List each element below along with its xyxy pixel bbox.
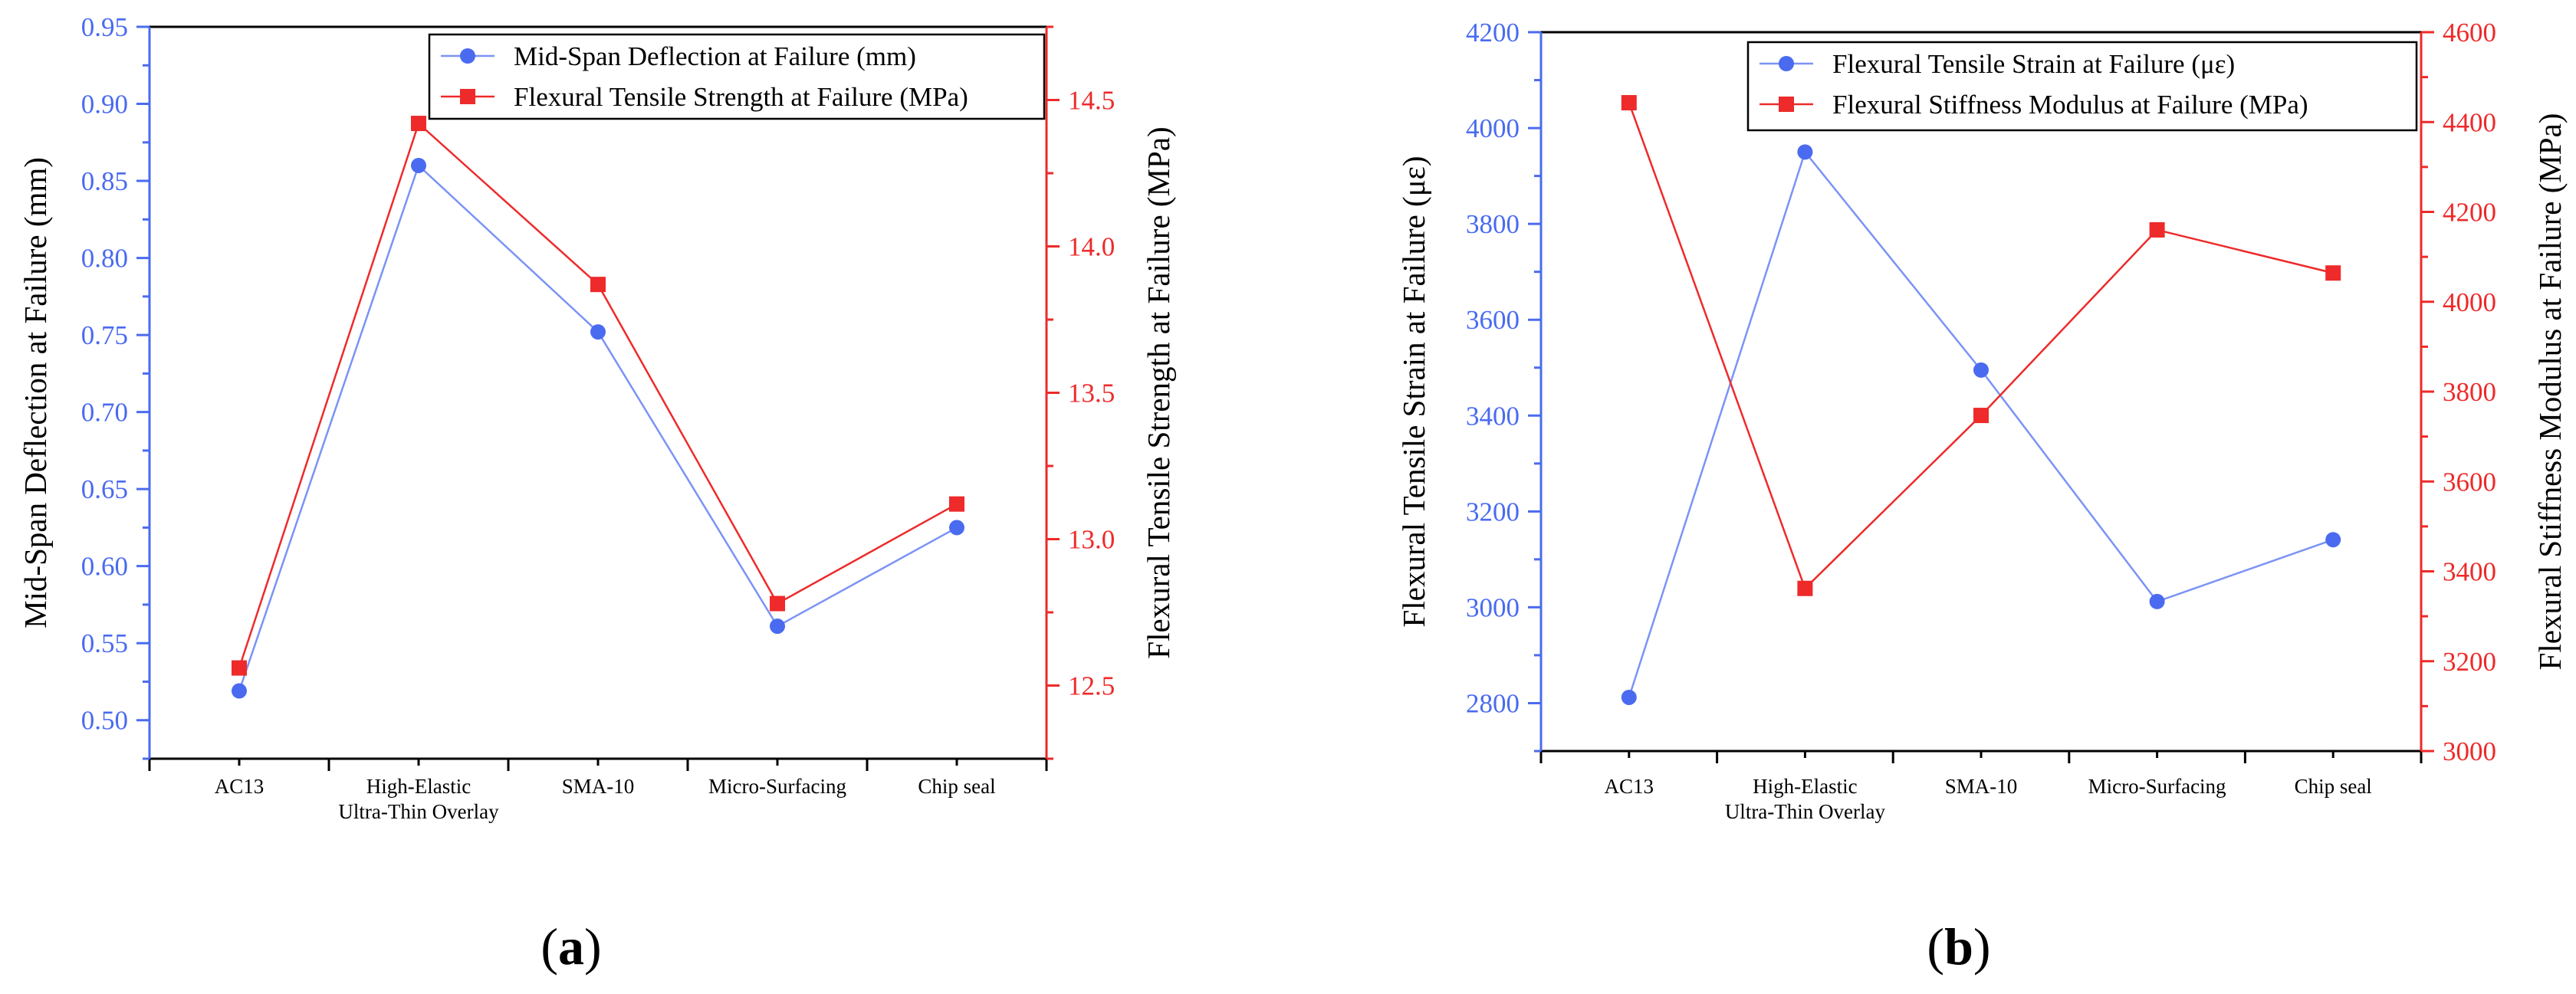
left-y-tick-label: 0.90: [81, 90, 128, 120]
right-y-tick-label: 3800: [2443, 377, 2496, 407]
legend-swatch-square: [1779, 97, 1794, 112]
legend-entry: Flexural Tensile Strain at Failure (με): [1832, 49, 2235, 79]
data-point-square: [232, 660, 247, 676]
left-y-axis-title: Mid-Span Deflection at Failure (mm): [18, 157, 53, 628]
right-y-tick-label: 3600: [2443, 467, 2496, 497]
x-tick-label: Micro-Surfacing: [2088, 775, 2226, 798]
right-y-tick-label: 4400: [2443, 107, 2496, 137]
right-y-tick-label: 4600: [2443, 18, 2496, 48]
legend-swatch-circle: [1779, 56, 1794, 71]
x-tick-label: SMA-10: [1945, 775, 2018, 798]
data-point-square: [2149, 221, 2165, 238]
x-tick-label: Chip seal: [2295, 775, 2372, 798]
right-y-tick-label: 14.5: [1068, 86, 1115, 116]
left-y-tick-label: 0.95: [81, 12, 128, 42]
x-tick-label: AC13: [1605, 775, 1654, 798]
data-point-square: [1797, 580, 1813, 596]
data-point-square: [1973, 408, 1989, 424]
left-y-tick-label: 4200: [1466, 18, 1520, 48]
left-y-tick-label: 0.85: [81, 166, 128, 196]
left-y-tick-label: 3200: [1466, 497, 1520, 527]
right-y-axis-title: Flexural Stiffness Modulus at Failure (M…: [2532, 113, 2568, 671]
right-y-tick-label: 3000: [2443, 736, 2496, 766]
right-y-tick-label: 14.0: [1068, 232, 1115, 262]
data-point-square: [2325, 265, 2341, 281]
data-point-circle: [1797, 144, 1813, 160]
left-y-tick-label: 0.55: [81, 628, 128, 658]
legend-entry: Flexural Tensile Strength at Failure (MP…: [514, 82, 968, 112]
left-y-axis-title: Flexural Tensile Strain at Failure (με): [1396, 156, 1431, 627]
data-point-square: [1621, 95, 1637, 111]
left-y-tick-label: 0.60: [81, 552, 128, 582]
right-y-tick-label: 3400: [2443, 557, 2496, 587]
left-y-tick-label: 4000: [1466, 113, 1520, 143]
x-tick-label: High-Elastic Ultra-Thin Overlay: [1725, 775, 1886, 823]
chart-panel-a: AC13 High-Elastic Ultra-Thin Overlay SMA-10…: [18, 12, 1176, 976]
right-y-tick-label: 13.5: [1068, 379, 1115, 408]
data-point-square: [770, 595, 785, 612]
series-line-red: [1628, 102, 2334, 591]
x-tick-label: High-Elastic Ultra-Thin Overlay: [338, 775, 499, 823]
legend-swatch-square: [460, 89, 475, 104]
data-point-circle: [2325, 532, 2341, 548]
series-line-blue: [238, 163, 958, 691]
left-y-tick-label: 3600: [1466, 305, 1520, 335]
left-y-tick-label: 3800: [1466, 209, 1520, 239]
data-point-circle: [949, 520, 964, 536]
left-y-tick-label: 0.50: [81, 706, 128, 736]
data-point-square: [411, 116, 426, 132]
data-point-circle: [2149, 593, 2165, 609]
data-point-square: [590, 277, 606, 293]
chart-panel-b: AC13 High-Elastic Ultra-Thin Overlay SMA-10…: [1396, 18, 2568, 976]
left-y-tick-label: 2800: [1466, 688, 1520, 718]
series-line-blue: [1628, 149, 2334, 698]
left-y-tick-label: 0.70: [81, 398, 128, 428]
right-y-tick-label: 13.0: [1068, 525, 1115, 555]
data-point-circle: [411, 157, 426, 173]
legend-entry: Mid-Span Deflection at Failure (mm): [514, 41, 916, 71]
panel-label: (b): [1927, 917, 1990, 976]
panel-label: (a): [540, 917, 601, 976]
right-y-tick-label: 4000: [2443, 287, 2496, 317]
x-tick-label: AC13: [215, 775, 264, 798]
right-y-tick-label: 12.5: [1068, 671, 1115, 701]
data-point-circle: [590, 324, 606, 340]
legend-box: [428, 33, 1046, 120]
x-tick-label: Chip seal: [918, 775, 995, 798]
legend-box: [1746, 41, 2418, 132]
legend-swatch-circle: [460, 48, 475, 64]
left-y-tick-label: 3400: [1466, 401, 1520, 431]
data-point-circle: [1973, 362, 1989, 378]
data-point-circle: [770, 618, 785, 635]
left-y-tick-label: 0.65: [81, 474, 128, 504]
right-y-tick-label: 4200: [2443, 198, 2496, 228]
data-point-circle: [1621, 689, 1637, 705]
left-y-tick-label: 0.75: [81, 320, 128, 350]
left-y-tick-label: 3000: [1466, 592, 1520, 622]
left-y-tick-label: 0.80: [81, 244, 128, 274]
x-tick-label: SMA-10: [562, 775, 635, 798]
legend-entry: Flexural Stiffness Modulus at Failure (M…: [1832, 90, 2308, 120]
right-y-tick-label: 3200: [2443, 647, 2496, 677]
right-y-axis-title: Flexural Tensile Strength at Failure (MP…: [1141, 126, 1176, 658]
data-point-square: [949, 496, 964, 512]
x-tick-label: Micro-Surfacing: [708, 775, 846, 798]
data-point-circle: [232, 683, 247, 699]
